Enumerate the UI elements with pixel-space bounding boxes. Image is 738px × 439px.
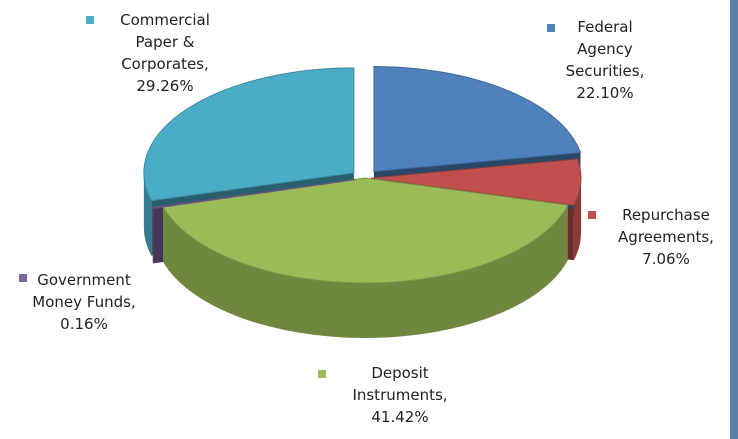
slice-label-line: 29.26% [136,77,193,95]
pie-slice-deposit-instruments [162,177,569,284]
pie-side-2 [163,205,568,339]
slice-label-marker [547,24,555,32]
slice-label-2: Deposit Instruments, 41.42% [318,364,448,426]
slice-label-line: Repurchase [622,206,710,224]
slice-label-line: 0.16% [60,315,108,333]
slice-label-3: Government Money Funds, 0.16% [19,271,136,333]
slice-label-line: Federal [577,18,632,36]
slice-label-line: 22.10% [576,84,633,102]
pie-slice-repurchase-agreements [370,158,582,206]
slice-label-1: Repurchase Agreements, 7.06% [588,206,714,268]
slice-label-line: 41.42% [371,408,428,426]
slice-label-line: 7.06% [642,250,690,268]
slice-label-line: Corporates, [121,55,209,73]
pie-slice-federal-agency-securities [373,66,582,173]
slice-label-marker [588,211,596,219]
slice-label-line: Deposit [371,364,428,382]
slice-label-line: Securities, [566,62,645,80]
slice-label-line: Agreements, [618,228,714,246]
slice-label-line: Instruments, [352,386,447,404]
pie-labels: Federal Agency Securities, 22.10% Repurchase… [19,11,714,426]
slice-label-marker [318,370,326,378]
slice-label-line: Government [37,271,131,289]
slice-label-marker [19,274,27,282]
slice-label-marker [86,16,94,24]
pie-slice-government-money-funds [152,179,356,209]
slice-label-line: Commercial [120,11,210,29]
pie-side-4 [143,172,152,256]
slice-label-4: Commercial Paper & Corporates, 29.26% [86,11,210,95]
pie-side-3 [152,207,154,264]
pie-tops [143,66,582,284]
slice-label-line: Money Funds, [32,293,135,311]
slice-label-line: Agency [577,40,633,58]
pie-side-1 [573,178,581,261]
slice-label-line: Paper & [136,33,195,51]
slice-label-0: Federal Agency Securities, 22.10% [547,18,644,102]
pie-slice-commercial-paper-corporates [143,67,355,202]
